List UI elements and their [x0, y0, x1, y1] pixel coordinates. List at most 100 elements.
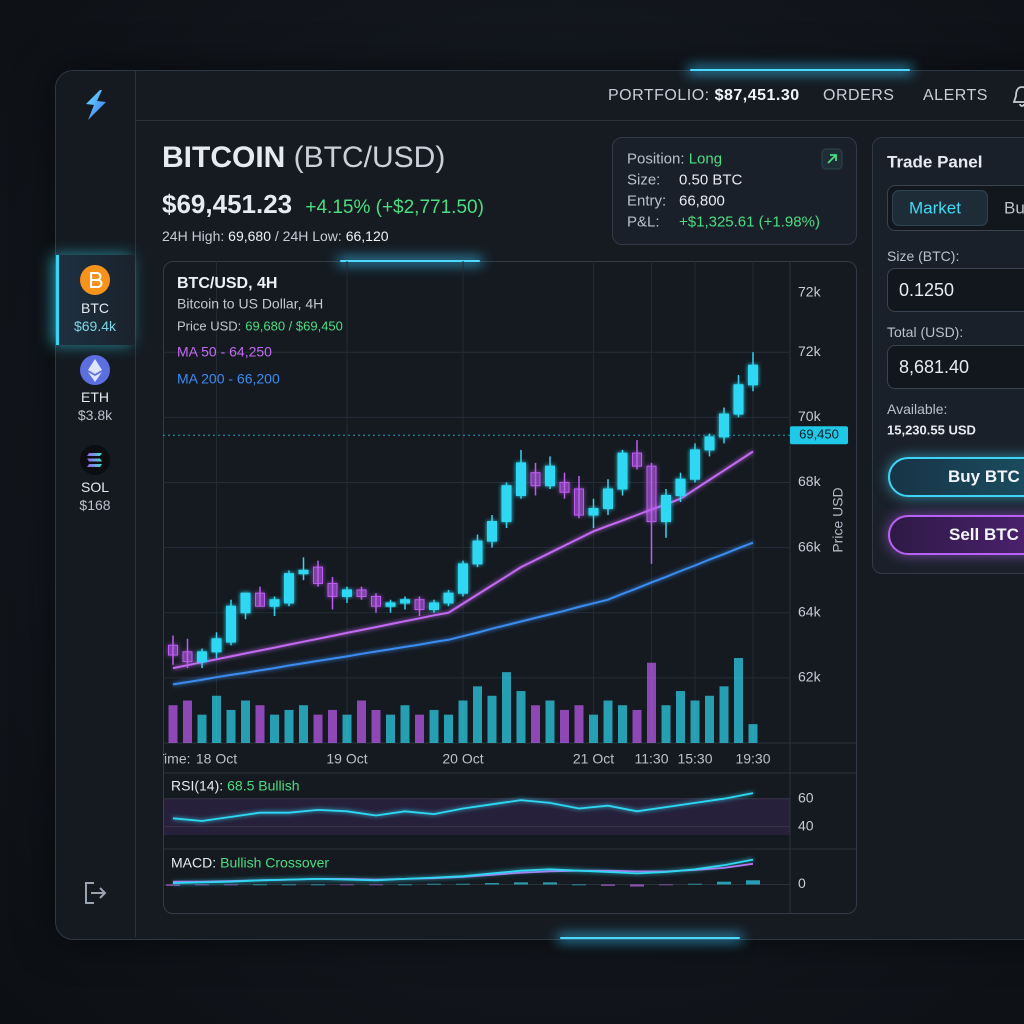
volume-bar — [531, 705, 540, 743]
candle-body — [255, 592, 265, 607]
volume-bar — [241, 700, 250, 743]
y-tick-label: 60 — [798, 789, 814, 805]
position-value: 0.50 BTC — [679, 171, 743, 189]
candle-body — [516, 462, 526, 496]
tab-active[interactable] — [892, 190, 988, 226]
bell-icon[interactable] — [1012, 84, 1024, 108]
candle-body — [414, 599, 425, 610]
volume-bar — [502, 672, 511, 743]
macd-bar — [514, 882, 528, 885]
legend-entry: MA 50 - 64,250 — [177, 344, 272, 360]
volume-bar — [415, 714, 424, 743]
macd-bar — [282, 884, 296, 886]
macd-label: MACD: — [171, 855, 216, 871]
volume-bar — [328, 709, 337, 743]
volume-bar — [705, 695, 714, 743]
eth-icon[interactable] — [79, 354, 111, 386]
candle-body — [501, 485, 512, 523]
volume-bar — [197, 714, 207, 743]
label: Position: — [627, 150, 685, 168]
total-input[interactable] — [887, 345, 1024, 389]
asset-symbol[interactable]: ETH — [81, 389, 109, 405]
candle-body — [690, 449, 700, 480]
volume-bar — [212, 695, 221, 743]
macd-bar — [717, 881, 731, 885]
asset-pair: (BTC/USD) — [293, 141, 446, 174]
price: $69,451.23 — [162, 189, 293, 219]
high-label: 24H High: — [162, 228, 225, 244]
candle-body — [472, 540, 483, 565]
candle-body — [661, 494, 671, 523]
rsi-band — [163, 798, 790, 835]
candle-body — [284, 573, 294, 604]
tab[interactable]: Bu — [1004, 198, 1024, 218]
nav-orders[interactable]: ORDERS — [823, 87, 895, 104]
candle-body — [632, 452, 642, 467]
btc-icon[interactable] — [79, 264, 111, 296]
tab[interactable]: Market — [909, 198, 961, 218]
asset-title: BITCOIN (BTC/USD) — [162, 143, 445, 173]
position-label: Position: Long — [627, 152, 722, 167]
chart-title: BTC/USD, 4H — [177, 275, 277, 292]
y-tick-label: 0 — [798, 875, 806, 891]
volume-bar — [255, 705, 265, 743]
volume-bar — [371, 709, 381, 743]
expand-icon[interactable] — [821, 148, 843, 170]
y-axis-label: Price USD — [830, 487, 846, 552]
macd-bar — [572, 884, 586, 886]
total-value: 8,681.40 — [899, 357, 970, 377]
x-tick-label: 19 Oct — [326, 751, 367, 767]
macd-bar — [601, 884, 615, 886]
macd-bar — [456, 883, 470, 885]
low-value: 66,120 — [345, 228, 389, 244]
candle-body — [356, 589, 367, 597]
candle-body — [646, 465, 657, 523]
asset-name: BITCOIN — [162, 141, 286, 174]
asset-price: $168 — [79, 497, 111, 513]
nav-alerts[interactable]: ALERTS — [923, 87, 988, 104]
asset-symbol[interactable]: SOL — [80, 479, 110, 495]
logo[interactable] — [80, 88, 112, 122]
logout-icon[interactable] — [83, 881, 109, 905]
x-tick-label: 19:30 — [735, 751, 770, 767]
volume-bar — [313, 714, 323, 743]
rsi-label: RSI(14): — [171, 778, 223, 794]
y-tick-label: 66k — [798, 538, 822, 554]
position-value: +$1,325.61 (+1.98%) — [679, 213, 820, 231]
sell-label: Sell BTC — [949, 525, 1019, 544]
volume-bar — [473, 686, 482, 743]
macd-bar — [659, 884, 673, 886]
volume-bar — [284, 709, 294, 743]
volume-bar — [299, 705, 308, 743]
volume-bar — [589, 714, 598, 743]
size-input[interactable] — [887, 268, 1024, 312]
position-label: Entry: — [627, 192, 667, 210]
available-label: Available: — [887, 401, 948, 417]
volume-bar — [400, 705, 410, 743]
volume-bar — [168, 705, 178, 743]
legend-entry: MA 200 - 66,200 — [177, 371, 280, 387]
nav-portfolio[interactable]: PORTFOLIO: $87,451.30 — [608, 88, 800, 104]
macd-bar — [224, 884, 238, 886]
y-tick-label: 64k — [798, 603, 822, 619]
volume-bar — [748, 724, 758, 743]
sell-button[interactable]: Sell BTC — [888, 515, 1024, 555]
candle-body — [371, 595, 381, 607]
candle-body — [574, 488, 584, 516]
volume-bar — [357, 700, 366, 743]
candle-body — [458, 563, 468, 594]
price-row: $69,451.23 +4.15% (+$2,771.50) — [162, 191, 484, 217]
buy-label: Buy BTC — [948, 467, 1020, 486]
candle-body — [400, 599, 410, 604]
x-axis-label: Time: — [163, 751, 191, 767]
trade-title: Trade Panel — [887, 152, 983, 172]
x-tick-label: 20 Oct — [442, 751, 483, 767]
candle-body — [226, 605, 236, 643]
candle-body — [559, 481, 570, 493]
volume-bar — [632, 709, 642, 743]
sol-icon[interactable] — [79, 444, 111, 476]
buy-button[interactable]: Buy BTC — [888, 457, 1024, 497]
x-tick-label: 15:30 — [677, 751, 712, 767]
asset-symbol[interactable]: BTC — [81, 300, 109, 316]
candle-body — [197, 651, 207, 663]
